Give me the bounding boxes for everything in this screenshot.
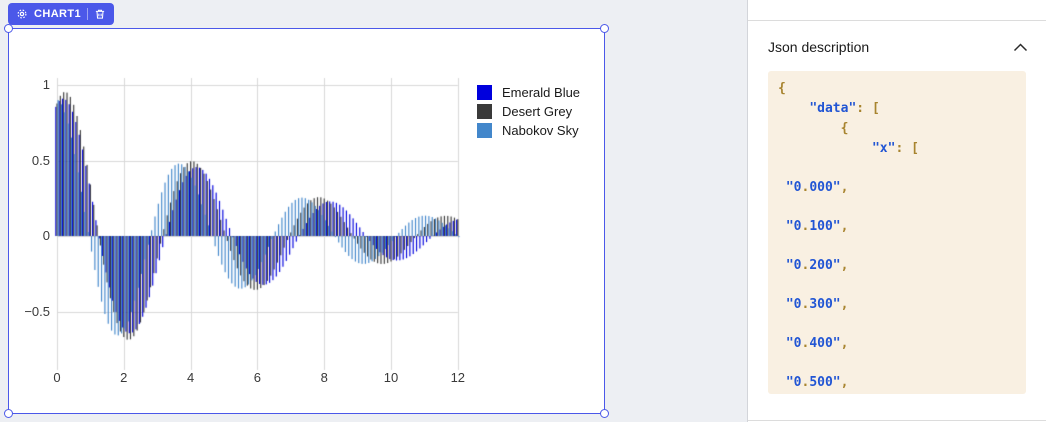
code-punct-token: . — [801, 219, 810, 234]
code-punct-token: : — [856, 101, 872, 116]
code-string-token: 300" — [809, 297, 841, 312]
legend-item: Emerald Blue — [477, 83, 580, 102]
legend-swatch — [477, 104, 492, 119]
section-title: Json description — [768, 39, 870, 55]
code-line: { — [778, 119, 1026, 139]
x-tick-label: 4 — [186, 370, 195, 385]
code-string-token: "0 — [785, 258, 802, 273]
legend-label: Nabokov Sky — [502, 123, 579, 138]
code-string-token: "x" — [871, 141, 896, 156]
code-punct-token: [ — [911, 141, 919, 156]
code-string-token: "0 — [785, 336, 802, 351]
code-punct-token: . — [801, 375, 810, 390]
widget-settings-button[interactable] — [16, 8, 28, 20]
x-tick-label: 10 — [383, 370, 399, 385]
code-line: "data": [ — [778, 99, 1026, 119]
chart-legend: Emerald Blue Desert Grey Nabokov Sky — [477, 83, 580, 140]
chart-plot-area — [9, 29, 603, 412]
code-punct-token: , — [840, 336, 849, 351]
chart-widget[interactable]: −0.5 0 0.5 1 0 2 4 6 8 10 12 Emerald Blue Desert Gr… — [4, 24, 609, 418]
design-canvas[interactable]: CHART1 −0.5 0 0.5 1 0 2 4 6 8 10 12 Emerald Blue De… — [0, 0, 747, 422]
gear-icon — [16, 8, 28, 20]
json-code-block: {"data": [{"x": ["0.000", "0.100", "0.200"… — [768, 71, 1026, 394]
legend-label: Emerald Blue — [502, 85, 581, 100]
x-tick-label: 0 — [53, 370, 61, 385]
y-tick-label: −0.5 — [24, 303, 50, 319]
code-string-token: "0 — [785, 180, 802, 195]
x-tick-label: 8 — [320, 370, 328, 385]
code-string-token: "0 — [785, 219, 802, 234]
code-punct-token: , — [840, 375, 849, 390]
y-tick-label: 0 — [42, 228, 50, 243]
legend-swatch — [477, 85, 492, 100]
json-description-section-header[interactable]: Json description — [768, 36, 1028, 58]
resize-handle-bottom-left[interactable] — [4, 409, 13, 418]
legend-item: Nabokov Sky — [477, 121, 580, 140]
badge-divider — [87, 8, 89, 20]
legend-label: Desert Grey — [502, 104, 573, 119]
selected-widget-badge: CHART1 — [8, 3, 115, 25]
code-punct-token: . — [801, 336, 810, 351]
code-string-token: 200" — [809, 258, 841, 273]
code-string-token: "0 — [785, 375, 802, 390]
code-line: "0.300", — [778, 295, 1026, 315]
code-line: "0.200", — [778, 256, 1026, 276]
panel-bottom-divider — [748, 420, 1046, 421]
widget-delete-button[interactable] — [94, 8, 106, 20]
resize-handle-bottom-right[interactable] — [600, 409, 609, 418]
code-punct-token: , — [840, 180, 849, 195]
code-punct-token: . — [801, 258, 810, 273]
code-line: "0.500", — [778, 373, 1026, 393]
code-punct-token: : — [895, 141, 912, 156]
y-tick-label: 0.5 — [31, 152, 50, 168]
legend-item: Desert Grey — [477, 102, 580, 121]
legend-swatch — [477, 123, 492, 138]
y-tick-label: 1 — [42, 77, 50, 92]
code-punct-token: { — [778, 81, 786, 96]
code-string-token: "0 — [785, 297, 802, 312]
resize-handle-top-right[interactable] — [600, 24, 609, 33]
properties-panel: Json description {"data": [{"x": ["0.000… — [748, 0, 1046, 422]
trash-icon — [94, 8, 106, 20]
code-punct-token: . — [801, 180, 810, 195]
panel-top-divider — [748, 20, 1046, 21]
x-tick-label: 12 — [450, 370, 466, 385]
code-line: { — [778, 79, 1026, 99]
code-punct-token: { — [840, 121, 849, 136]
x-tick-label: 6 — [253, 370, 261, 385]
code-string-token: 400" — [809, 336, 841, 351]
code-punct-token: [ — [871, 101, 880, 116]
code-line: "x": [ — [778, 139, 1026, 159]
widget-name-label: CHART1 — [34, 8, 82, 20]
code-punct-token: , — [840, 297, 849, 312]
panel-divider — [747, 0, 748, 422]
code-line: "0.400", — [778, 334, 1026, 354]
code-string-token: 100" — [809, 219, 841, 234]
chevron-up-icon[interactable] — [1013, 42, 1028, 52]
code-string-token: 000" — [809, 180, 841, 195]
code-line: "0.000", — [778, 178, 1026, 198]
code-line: "0.100", — [778, 217, 1026, 237]
code-punct-token: , — [840, 258, 849, 273]
code-string-token: 500" — [809, 375, 841, 390]
code-string-token: "data" — [809, 101, 857, 116]
x-tick-label: 2 — [120, 370, 128, 385]
resize-handle-top-left[interactable] — [4, 24, 13, 33]
code-punct-token: , — [840, 219, 849, 234]
code-punct-token: . — [801, 297, 810, 312]
